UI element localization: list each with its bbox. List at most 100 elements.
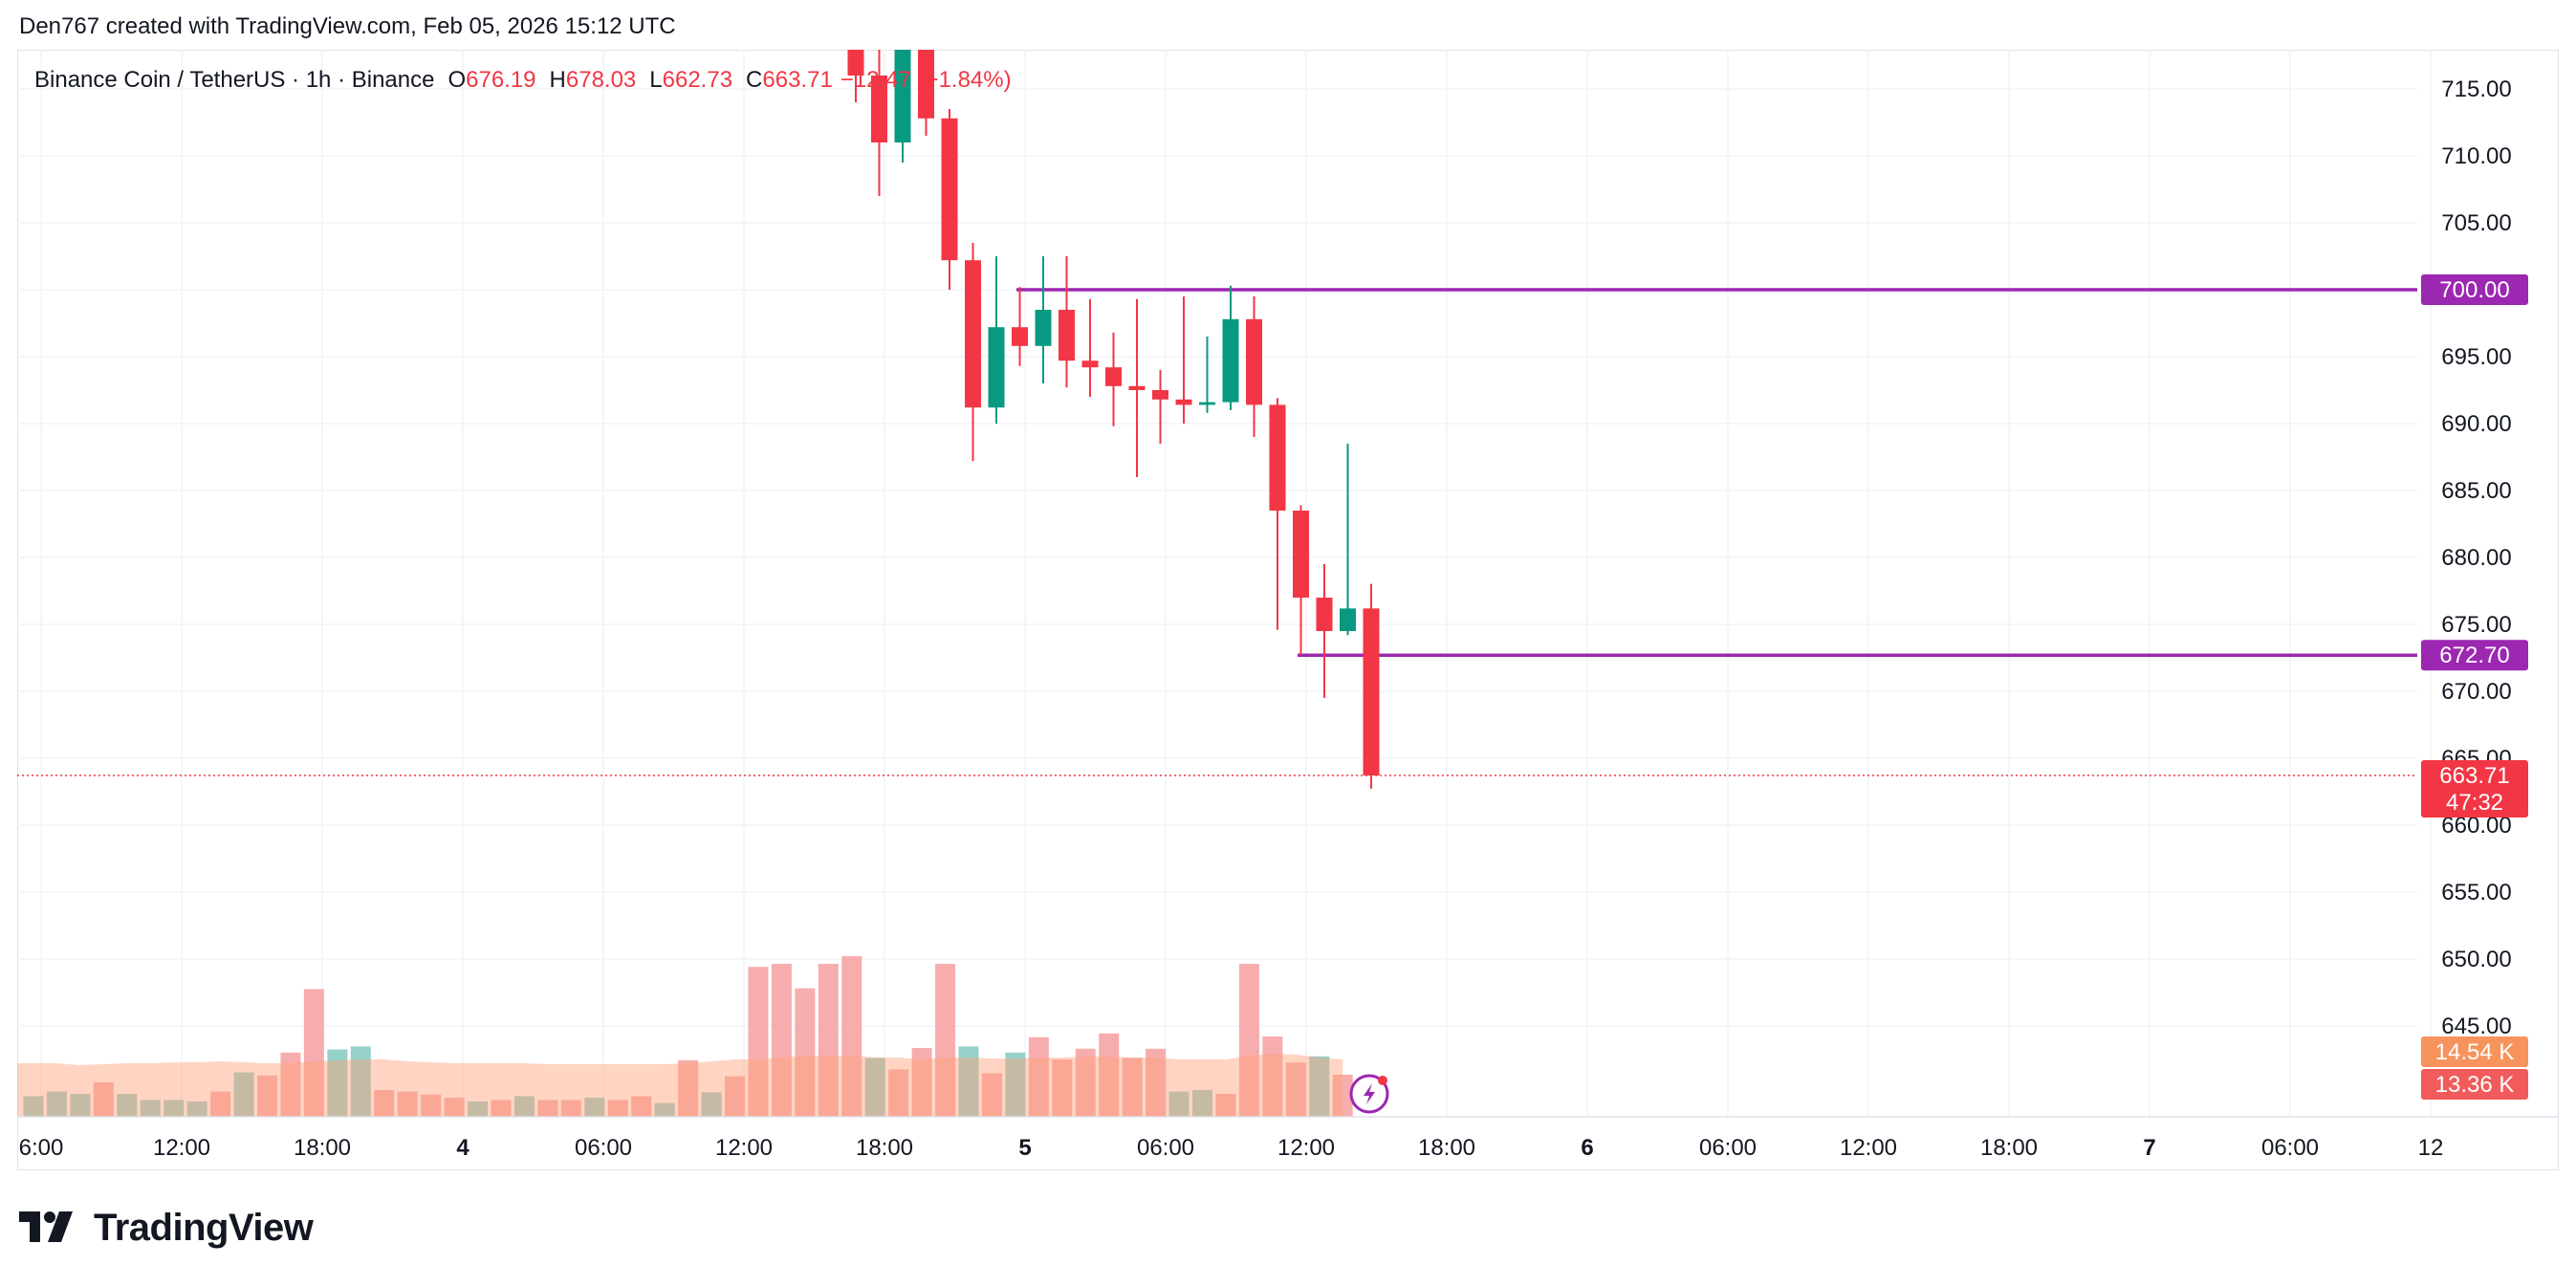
- tradingview-logo-icon: [19, 1211, 73, 1242]
- time-tick-label: 7: [2143, 1135, 2155, 1161]
- price-tick-label: 705.00: [2441, 210, 2511, 236]
- time-tick-label: 12:00: [715, 1135, 773, 1161]
- volume-bar: [117, 1094, 138, 1117]
- candle-body: [1293, 511, 1309, 598]
- candle: [1222, 285, 1239, 410]
- candle: [988, 256, 1005, 424]
- volume-bar: [303, 989, 324, 1117]
- candle-body: [965, 260, 981, 408]
- volume-bar: [701, 1092, 722, 1117]
- candle-body: [941, 118, 958, 261]
- change-value: −12.47 (−1.84%): [840, 67, 1012, 93]
- low-label: L: [649, 67, 663, 93]
- volume-bar: [210, 1091, 231, 1117]
- price-tick-label: 655.00: [2441, 880, 2511, 905]
- time-axis: 6:00 12:00 18:00 4 06:00 12:00 18:00 5 06:00 12:0…: [17, 1116, 2559, 1161]
- candle-body: [1175, 399, 1192, 405]
- volume-bar: [1146, 1048, 1167, 1117]
- level-price-tag: [2421, 274, 2528, 305]
- volume-tag-label: 13.36 K: [2435, 1072, 2515, 1098]
- volume-ma-tag: [2421, 1036, 2528, 1067]
- volume-bar: [327, 1049, 348, 1117]
- candle: [1105, 332, 1122, 426]
- price-tick-label: 645.00: [2441, 1014, 2511, 1039]
- volume-bar: [513, 1096, 535, 1117]
- candle-body: [1152, 390, 1168, 400]
- candle: [1035, 256, 1052, 383]
- time-tick-label: 06:00: [1137, 1135, 1194, 1161]
- volume-bar: [491, 1100, 512, 1117]
- volume-bar: [164, 1100, 185, 1117]
- volume-bar: [1099, 1033, 1120, 1117]
- candle: [1269, 398, 1286, 630]
- volume-bar: [631, 1096, 652, 1117]
- volume-bar: [186, 1102, 207, 1117]
- volume-bar: [1075, 1048, 1096, 1117]
- volume-bar: [468, 1102, 489, 1117]
- volume-bar: [1238, 964, 1259, 1117]
- candle-body: [847, 50, 864, 76]
- volume-bar: [1028, 1036, 1049, 1117]
- volume-bar: [1285, 1062, 1306, 1117]
- candle: [1246, 296, 1262, 437]
- candle-body: [894, 50, 911, 142]
- candle-body: [1316, 598, 1333, 631]
- candle: [965, 243, 981, 462]
- volume-bar: [911, 1048, 932, 1117]
- volume-bar: [1005, 1052, 1026, 1117]
- volume-bar: [537, 1100, 558, 1117]
- volume-series: [23, 956, 1353, 1117]
- level-price-tag-label: 700.00: [2439, 277, 2509, 303]
- price-axis: 715.00 710.00 705.00 700.00 695.00 690.00 685.…: [2421, 76, 2528, 1100]
- candle: [1316, 564, 1333, 698]
- open-label: O: [448, 67, 467, 93]
- candle: [1152, 370, 1168, 444]
- volume-ma-tag-label: 14.54 K: [2435, 1039, 2515, 1065]
- candle-body: [1128, 385, 1146, 390]
- chart-pane[interactable]: [17, 50, 2559, 1170]
- candle-body: [871, 76, 887, 142]
- close-label: C: [746, 67, 763, 93]
- volume-bar: [888, 1069, 909, 1117]
- candle: [1363, 583, 1380, 789]
- volume-bar: [233, 1072, 254, 1117]
- volume-bar: [397, 1091, 418, 1117]
- price-tick-label: 685.00: [2441, 478, 2511, 504]
- volume-bar: [864, 1058, 885, 1117]
- volume-bar: [1262, 1036, 1283, 1117]
- candle: [1340, 444, 1356, 636]
- candle-body: [1059, 310, 1075, 361]
- last-price-tag: [2421, 760, 2528, 818]
- volume-bar: [23, 1096, 44, 1117]
- symbol-name[interactable]: Binance Coin / TetherUS · 1h · Binance: [34, 67, 435, 93]
- volume-bar: [70, 1094, 91, 1117]
- level-price-tag: [2421, 640, 2528, 671]
- candle-body: [1012, 327, 1028, 346]
- plot-area: [17, 50, 2417, 1117]
- candle-body: [1105, 367, 1122, 386]
- volume-bar: [1168, 1091, 1190, 1117]
- candle-body: [1269, 404, 1286, 511]
- candle: [918, 50, 934, 136]
- bar-countdown-label: 47:32: [2446, 790, 2503, 816]
- candlestick-chart[interactable]: 715.00 710.00 705.00 700.00 695.00 690.00 685.…: [0, 0, 2576, 1186]
- volume-bar: [1215, 1094, 1236, 1117]
- candle: [1128, 298, 1146, 477]
- volume-bar: [584, 1098, 605, 1117]
- lightning-icon: [1364, 1083, 1375, 1104]
- time-tick-label: 4: [456, 1135, 469, 1161]
- tradingview-logo[interactable]: TradingView: [19, 1207, 314, 1250]
- price-tick-label: 680.00: [2441, 545, 2511, 571]
- time-tick-label: 18:00: [294, 1135, 351, 1161]
- time-tick-label: 5: [1018, 1135, 1031, 1161]
- volume-bar: [560, 1100, 581, 1117]
- candle-body: [1340, 608, 1356, 631]
- close-value: 663.71: [762, 67, 833, 93]
- volume-bar: [1309, 1056, 1330, 1117]
- time-tick-label: 6:00: [19, 1135, 64, 1161]
- volume-ma-area: [17, 1054, 1343, 1117]
- volume-bar: [981, 1073, 1002, 1117]
- candle-series: [847, 50, 1380, 789]
- volume-bar: [421, 1094, 442, 1117]
- price-tick-label: 670.00: [2441, 679, 2511, 705]
